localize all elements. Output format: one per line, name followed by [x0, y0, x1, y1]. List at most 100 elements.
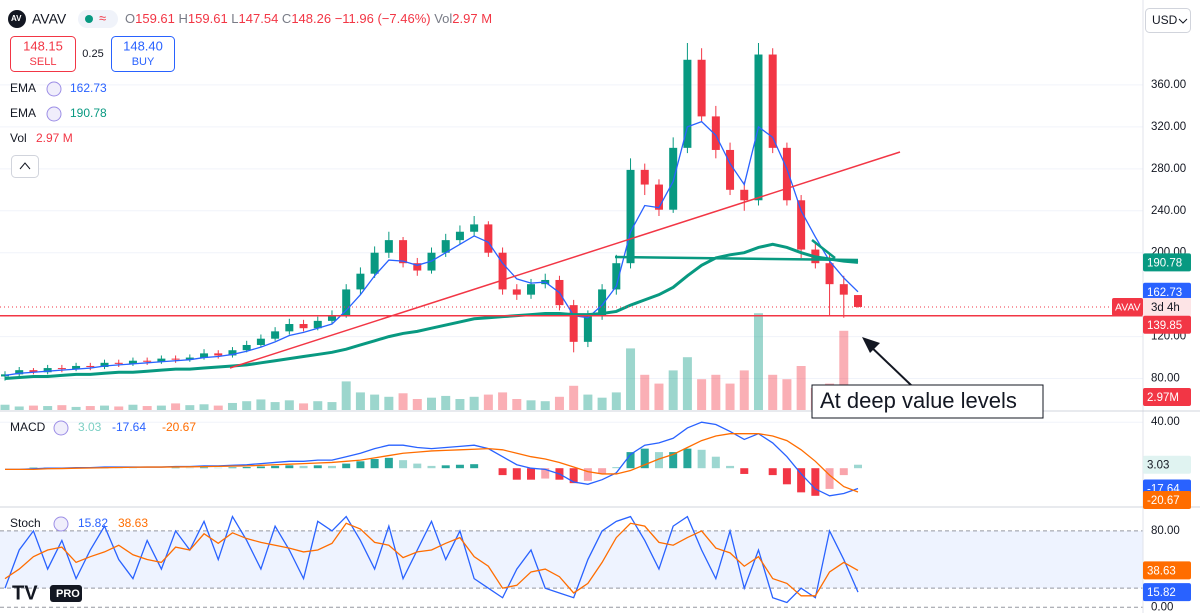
legend-icon: [53, 516, 69, 532]
quote: O159.61 H159.61 L147.54 C148.26 −11.96 (…: [125, 11, 492, 26]
volume-bar: [597, 397, 607, 410]
quote-key: L: [231, 11, 238, 26]
volume-bar: [341, 381, 351, 410]
quote-key: C: [282, 11, 291, 26]
candle-body: [185, 357, 194, 360]
histogram-bar: [782, 468, 791, 485]
status-pill: [78, 10, 118, 28]
delay-icon: ≈: [99, 10, 106, 25]
histogram-bar: [470, 464, 479, 469]
candle-body: [57, 368, 66, 370]
collapse-button[interactable]: [11, 155, 39, 178]
candle-body: [228, 350, 237, 356]
volume-bar: [299, 403, 309, 410]
volume-bar: [57, 405, 67, 410]
candle-body: [455, 231, 464, 241]
y-tick-label: 320.00: [1151, 121, 1186, 133]
histogram-bar: [271, 465, 280, 469]
volume-bar: [256, 399, 266, 410]
candle-body: [498, 252, 507, 290]
k-tag: 15.82: [1147, 587, 1176, 599]
candle-body: [669, 147, 678, 210]
candle-body: [470, 224, 479, 232]
candle-body: [683, 59, 692, 148]
legend-value: -17.64: [112, 420, 146, 434]
d-tag: 38.63: [1147, 565, 1176, 577]
candle-body: [256, 338, 265, 345]
volume-bar: [43, 406, 53, 410]
spread: 0.25: [82, 48, 103, 60]
candle-body: [313, 320, 322, 329]
market-status: [85, 15, 93, 23]
volume-tag-bg: [1143, 388, 1191, 406]
volume-bar: [697, 379, 707, 410]
y-tick-label: 80.00: [1151, 373, 1180, 385]
candle-body: [15, 370, 24, 375]
histogram-bar: [384, 457, 393, 469]
d-tag-bg: [1143, 561, 1191, 580]
macd-line: [5, 433, 859, 493]
volume-bar: [725, 383, 735, 410]
y-tick-label: 280.00: [1151, 163, 1186, 175]
buy-price[interactable]: 148.40: [123, 38, 163, 53]
histogram-bar: [839, 468, 848, 476]
sell-label[interactable]: SELL: [30, 56, 57, 68]
line-tag: 139.85: [1147, 320, 1182, 332]
currency-caret[interactable]: [1178, 18, 1188, 24]
volume-bar: [28, 405, 38, 410]
volume-bar: [569, 385, 579, 410]
logo: [8, 10, 26, 28]
histogram-tag-bg: [1143, 455, 1191, 474]
histogram-bar: [413, 463, 422, 469]
histogram-tag: 3.03: [1147, 460, 1169, 472]
legend-value: 15.82: [78, 516, 108, 530]
buy-label[interactable]: BUY: [132, 56, 155, 68]
volume-bar: [171, 403, 181, 410]
candle-body: [697, 59, 706, 117]
volume-bar: [682, 357, 692, 410]
volume-bar: [412, 399, 422, 410]
axis-layer: 360.00320.00280.00240.00200.00120.0080.0…: [1112, 79, 1191, 613]
histogram-bar: [726, 465, 735, 469]
legend-name: Stoch: [10, 516, 41, 530]
histogram-bar: [285, 465, 294, 469]
volume-bar: [128, 404, 138, 410]
histogram-bar: [29, 467, 38, 469]
volume-bar: [626, 348, 636, 410]
sell-button[interactable]: [10, 36, 76, 72]
candle-body: [399, 240, 408, 264]
volume-bar: [782, 379, 792, 410]
buy-button[interactable]: [111, 36, 175, 72]
volume-bar: [739, 370, 749, 410]
histogram-bar: [797, 468, 806, 493]
collapse-icon[interactable]: [19, 162, 31, 170]
histogram-bar: [200, 467, 209, 469]
candle-body: [200, 353, 209, 358]
volume-bar: [384, 396, 394, 410]
y-tick-label: 360.00: [1151, 79, 1186, 91]
currency[interactable]: USD: [1152, 13, 1178, 27]
y-tick-label: 40.00: [1151, 416, 1180, 428]
volume-bar: [540, 401, 550, 410]
volume-bar: [85, 406, 95, 410]
histogram-bar: [654, 452, 663, 469]
histogram-bar: [697, 449, 706, 469]
histogram-bar: [356, 461, 365, 469]
candle-body: [29, 370, 38, 373]
volume-bar: [640, 374, 650, 410]
candle-body: [640, 169, 649, 185]
histogram-bar: [441, 465, 450, 469]
candle-body: [726, 149, 735, 190]
quote-value: 159.61: [135, 11, 175, 26]
k-tag-bg: [1143, 583, 1191, 602]
histogram-bar: [598, 468, 607, 474]
arrow-head: [862, 337, 880, 353]
candle-body: [527, 284, 536, 295]
legend-name: MACD: [10, 420, 46, 434]
volume-bar: [583, 394, 593, 410]
histogram-bar: [242, 467, 251, 469]
sell-price[interactable]: 148.15: [23, 38, 63, 53]
y-tick-label: 0.00: [1151, 601, 1173, 613]
currency-button[interactable]: [1145, 8, 1191, 33]
candle-body: [740, 189, 749, 201]
